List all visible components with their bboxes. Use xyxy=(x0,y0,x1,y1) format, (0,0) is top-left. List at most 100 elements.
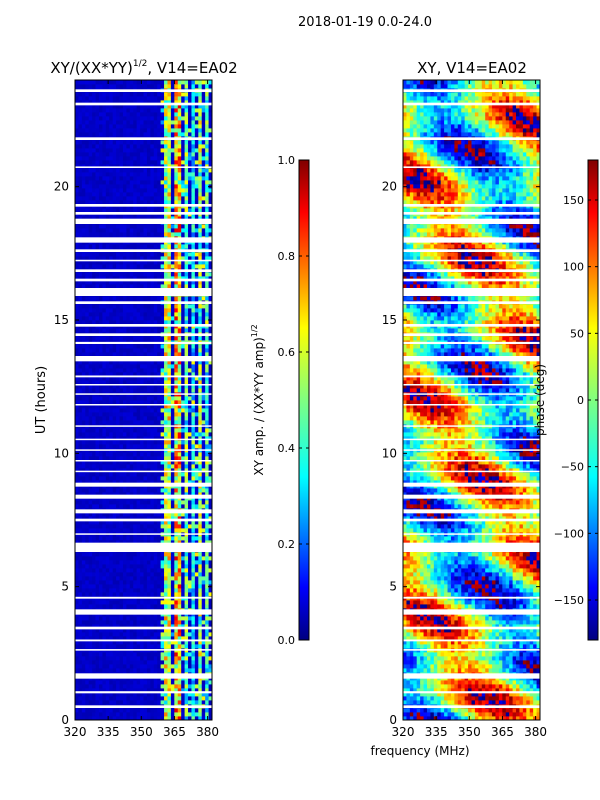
left-heatmap-cell xyxy=(140,272,144,277)
left-heatmap-cell xyxy=(85,460,90,465)
left-heatmap-cell xyxy=(174,252,179,257)
left-heatmap-cell xyxy=(129,692,134,697)
left-heatmap-cell xyxy=(208,436,213,441)
left-heatmap-cell xyxy=(157,616,162,621)
left-heatmap-cell xyxy=(205,536,209,541)
left-heatmap-cell xyxy=(102,272,107,277)
left-heatmap-cell xyxy=(198,464,203,469)
left-heatmap-cell xyxy=(208,516,213,521)
left-heatmap-cell xyxy=(136,228,141,233)
left-heatmap-cell xyxy=(75,308,79,313)
left-heatmap-cell xyxy=(126,564,131,569)
left-heatmap-cell xyxy=(81,516,86,521)
left-heatmap-cell xyxy=(181,380,185,385)
left-heatmap-cell xyxy=(194,436,199,441)
left-heatmap-cell xyxy=(126,684,131,689)
left-heatmap-cell xyxy=(194,660,199,665)
left-heatmap-cell xyxy=(143,388,148,393)
left-heatmap-cell xyxy=(208,260,213,265)
left-heatmap-cell xyxy=(126,632,131,637)
left-heatmap-cell xyxy=(133,256,138,261)
left-heatmap-cell xyxy=(136,308,141,313)
left-heatmap-cell xyxy=(150,692,155,697)
left-heatmap-cell xyxy=(167,480,172,485)
left-heatmap-cell xyxy=(164,400,168,405)
left-heatmap-cell xyxy=(184,428,189,433)
left-heatmap-cell xyxy=(136,420,141,425)
left-heatmap-cell xyxy=(194,528,199,533)
left-heatmap-cell xyxy=(81,396,86,401)
left-heatmap-cell xyxy=(150,560,155,565)
left-heatmap-cell xyxy=(153,668,158,673)
left-heatmap-cell xyxy=(188,576,192,581)
left-heatmap-cell xyxy=(160,328,165,333)
left-heatmap-cell xyxy=(153,580,158,585)
left-heatmap-cell xyxy=(81,352,86,357)
left-heatmap-cell xyxy=(191,404,196,409)
left-heatmap-cell xyxy=(95,368,100,373)
left-heatmap-cell xyxy=(153,576,158,581)
left-heatmap-cell xyxy=(167,588,172,593)
left-heatmap-cell xyxy=(126,580,131,585)
left-heatmap-cell xyxy=(170,632,175,637)
left-heatmap-cell xyxy=(81,280,86,285)
left-heatmap-cell xyxy=(95,588,100,593)
left-heatmap-cell xyxy=(112,432,117,437)
left-heatmap-cell xyxy=(198,452,203,457)
left-heatmap-cell xyxy=(170,308,175,313)
left-heatmap-cell xyxy=(160,504,165,509)
left-heatmap-cell xyxy=(81,584,86,589)
left-heatmap-cell xyxy=(194,428,199,433)
left-heatmap-cell xyxy=(140,688,144,693)
left-heatmap-cell xyxy=(208,536,213,541)
left-heatmap-cell xyxy=(133,516,138,521)
left-heatmap-cell xyxy=(75,232,79,237)
left-heatmap-cell xyxy=(102,364,107,369)
left-heatmap-cell xyxy=(174,516,179,521)
left-heatmap-cell xyxy=(136,244,141,249)
left-heatmap-cell xyxy=(208,492,213,497)
left-heatmap-cell xyxy=(177,312,182,317)
left-heatmap-cell xyxy=(181,620,185,625)
left-heatmap-cell xyxy=(198,384,203,389)
left-heatmap-cell xyxy=(112,620,117,625)
left-heatmap-cell xyxy=(198,564,203,569)
left-heatmap-cell xyxy=(201,256,206,261)
left-heatmap-cell xyxy=(78,604,83,609)
left-heatmap-cell xyxy=(160,416,165,421)
left-heatmap-cell xyxy=(109,716,114,721)
left-heatmap-cell xyxy=(140,572,144,577)
left-heatmap-cell xyxy=(88,308,93,313)
left-heatmap-cell xyxy=(140,668,144,673)
left-heatmap-cell xyxy=(167,416,172,421)
left-heatmap-cell xyxy=(177,536,182,541)
left-heatmap-cell xyxy=(75,712,79,717)
left-heatmap-cell xyxy=(157,708,162,713)
left-heatmap-cell xyxy=(177,276,182,281)
left-heatmap-cell xyxy=(208,256,213,261)
left-heatmap-cell xyxy=(143,472,148,477)
left-heatmap-cell xyxy=(170,700,175,705)
left-heatmap-cell xyxy=(78,716,83,721)
left-heatmap-cell xyxy=(181,368,185,373)
left-heatmap-cell xyxy=(105,400,110,405)
left-heatmap-cell xyxy=(102,312,107,317)
left-heatmap-cell xyxy=(126,408,131,413)
left-heatmap-cell xyxy=(194,716,199,721)
left-heatmap-cell xyxy=(143,432,148,437)
left-heatmap-cell xyxy=(109,708,114,713)
left-heatmap-cell xyxy=(205,400,209,405)
left-heatmap-cell xyxy=(102,320,107,325)
left-heatmap-cell xyxy=(78,336,83,341)
left-heatmap-cell xyxy=(205,500,209,505)
left-heatmap-cell xyxy=(188,224,192,229)
left-heatmap-cell xyxy=(85,284,90,289)
left-heatmap-cell xyxy=(184,408,189,413)
left-heatmap-cell xyxy=(116,376,120,381)
left-heatmap-cell xyxy=(160,344,165,349)
left-heatmap-cell xyxy=(75,640,79,645)
left-heatmap-cell xyxy=(98,620,103,625)
left-heatmap-cell xyxy=(81,528,86,533)
left-heatmap-cell xyxy=(109,696,114,701)
left-heatmap-cell xyxy=(133,716,138,721)
